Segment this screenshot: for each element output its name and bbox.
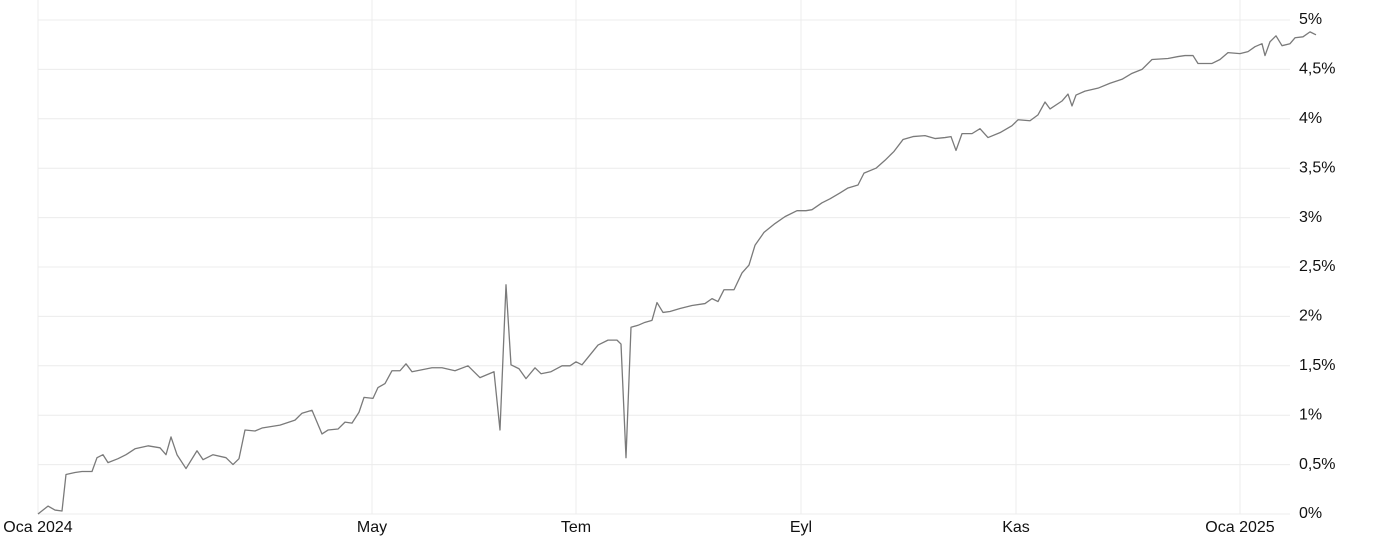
- y-tick-label: 1%: [1299, 406, 1322, 423]
- y-tick-label: 4,5%: [1299, 61, 1335, 78]
- y-tick-label: 3%: [1299, 209, 1322, 226]
- y-tick-label: 4%: [1299, 110, 1322, 127]
- data-line: [37, 31, 1317, 515]
- y-tick-label: 5%: [1299, 11, 1322, 28]
- x-tick-label: Tem: [561, 519, 591, 536]
- y-tick-label: 0%: [1299, 505, 1322, 522]
- x-tick-label: Eyl: [790, 519, 812, 536]
- y-tick-label: 3,5%: [1299, 159, 1335, 176]
- x-tick-label: Oca 2025: [1205, 519, 1274, 536]
- y-tick-label: 2,5%: [1299, 258, 1335, 275]
- x-tick-label: May: [357, 519, 387, 536]
- y-tick-label: 1,5%: [1299, 357, 1335, 374]
- x-tick-label: Kas: [1002, 519, 1030, 536]
- x-tick-label: Oca 2024: [3, 519, 72, 536]
- y-tick-label: 2%: [1299, 308, 1322, 325]
- y-tick-label: 0,5%: [1299, 456, 1335, 473]
